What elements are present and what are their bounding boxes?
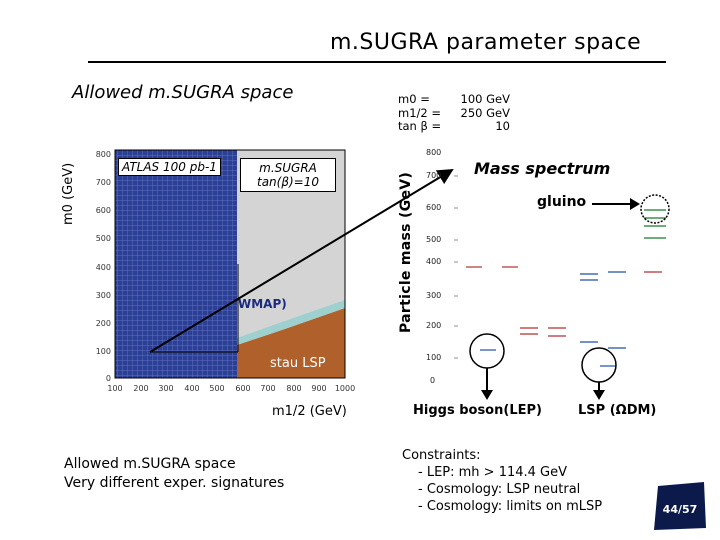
stau-lsp-region (237, 308, 345, 378)
note-line: Very different exper. signatures (64, 475, 285, 491)
y-tick: 0 (106, 374, 111, 383)
y-tick: 500 (96, 234, 111, 243)
spectrum-y-tick: 200 (426, 321, 441, 330)
y-tick: 600 (96, 206, 111, 215)
mass-spectrum-title: Mass spectrum (474, 159, 611, 178)
x-tick: 500 (209, 384, 224, 393)
spectrum-y-tick: 0 (430, 376, 435, 385)
constraint-item: - Cosmology: limits on mLSP (418, 499, 603, 514)
y-tick-labels: 0 100 200 300 400 500 600 700 800 (96, 150, 111, 383)
x-tick: 900 (311, 384, 326, 393)
constraints-heading: Constraints: (402, 448, 481, 463)
x-tick-labels: 100 200 300 400 500 600 700 800 900 1000 (107, 384, 355, 393)
param-value: 100 GeV (460, 92, 510, 106)
msugra-plot: 0 100 200 300 400 500 600 700 800 100 20… (96, 149, 355, 393)
param-row: m1/2 = 250 GeV (398, 105, 510, 121)
lsp-label: LSP (ΩDM) (578, 403, 657, 418)
plot-frame (114, 149, 346, 379)
stau-lsp-label: stau LSP (270, 356, 326, 371)
atlas-coverage (115, 150, 237, 378)
msugra-box: m.SUGRA tan(β)=10 (240, 158, 336, 192)
page-title: m.SUGRA parameter space (330, 30, 642, 55)
atlas-label: ATLAS 100 pb-1 (118, 158, 221, 176)
constraint-item: - Cosmology: LSP neutral (418, 482, 581, 497)
x-tick: 700 (260, 384, 275, 393)
param-value: 10 (495, 119, 510, 133)
param-row: tan β = 10 (398, 119, 510, 134)
wmap-label: WMAP) (238, 297, 287, 311)
constraint-item: - LEP: mh > 114.4 GeV (418, 465, 568, 480)
left-heading: Allowed m.SUGRA space (72, 82, 294, 103)
spectrum-y-tick: 400 (426, 257, 441, 266)
x-tick: 300 (158, 384, 173, 393)
page-indicator: 44/57 (654, 482, 706, 530)
spectrum-y-tick: 500 (426, 235, 441, 244)
msugra-box-line: tan(β)=10 (256, 175, 319, 189)
x-tick: 100 (107, 384, 122, 393)
lsp-circle (581, 347, 617, 383)
y-tick: 100 (96, 347, 111, 356)
x-tick: 1000 (335, 384, 355, 393)
spectrum-y-ticks: 800 700 600 500 400 300 200 100 0 (426, 148, 441, 385)
x-tick: 400 (184, 384, 199, 393)
param-list: m0 = 100 GeV m1/2 = 250 GeV tan β = 10 (398, 92, 510, 134)
note-line: Allowed m.SUGRA space (64, 456, 236, 472)
spectrum-y-tick: 300 (426, 291, 441, 300)
y-tick: 700 (96, 178, 111, 187)
x-tick: 800 (286, 384, 301, 393)
param-name: tan β = (398, 119, 442, 133)
spectrum-y-tick: 600 (426, 203, 441, 212)
param-row: m0 = 100 GeV (398, 92, 510, 107)
y-tick: 300 (96, 291, 111, 300)
x-tick: 600 (235, 384, 250, 393)
m12-axis-label: m1/2 (GeV) (272, 404, 347, 419)
gluino-circle (640, 194, 670, 224)
param-value: 250 GeV (460, 105, 510, 120)
constraints: Constraints: - LEP: mh > 114.4 GeV - Cos… (402, 447, 602, 515)
gluino-label: gluino (537, 194, 587, 210)
y-tick: 400 (96, 263, 111, 272)
higgs-label: Higgs boson(LEP) (413, 403, 542, 418)
higgs-levels (466, 266, 518, 351)
y-tick: 800 (96, 150, 111, 159)
spectrum-y-tick: 800 (426, 148, 441, 157)
particle-mass-axis-label: Particle mass (GeV) (398, 171, 414, 333)
higgs-circle (469, 333, 505, 369)
param-name: m0 = (398, 92, 430, 106)
spectrum-y-tick: 100 (426, 353, 441, 362)
y-tick: 200 (96, 319, 111, 328)
bottom-left-notes: Allowed m.SUGRA space Very different exp… (64, 455, 284, 493)
spectrum-y-tick: 700 (426, 171, 441, 180)
param-name: m1/2 = (398, 105, 442, 120)
x-tick: 200 (133, 384, 148, 393)
wmap-band (237, 300, 345, 345)
sparticle-levels (520, 209, 666, 367)
page-number: 44/57 (663, 503, 698, 516)
msugra-box-line: m.SUGRA (259, 161, 317, 175)
title-underline (88, 61, 666, 63)
mass-spectrum: 800 700 600 500 400 300 200 100 0 (426, 148, 670, 400)
